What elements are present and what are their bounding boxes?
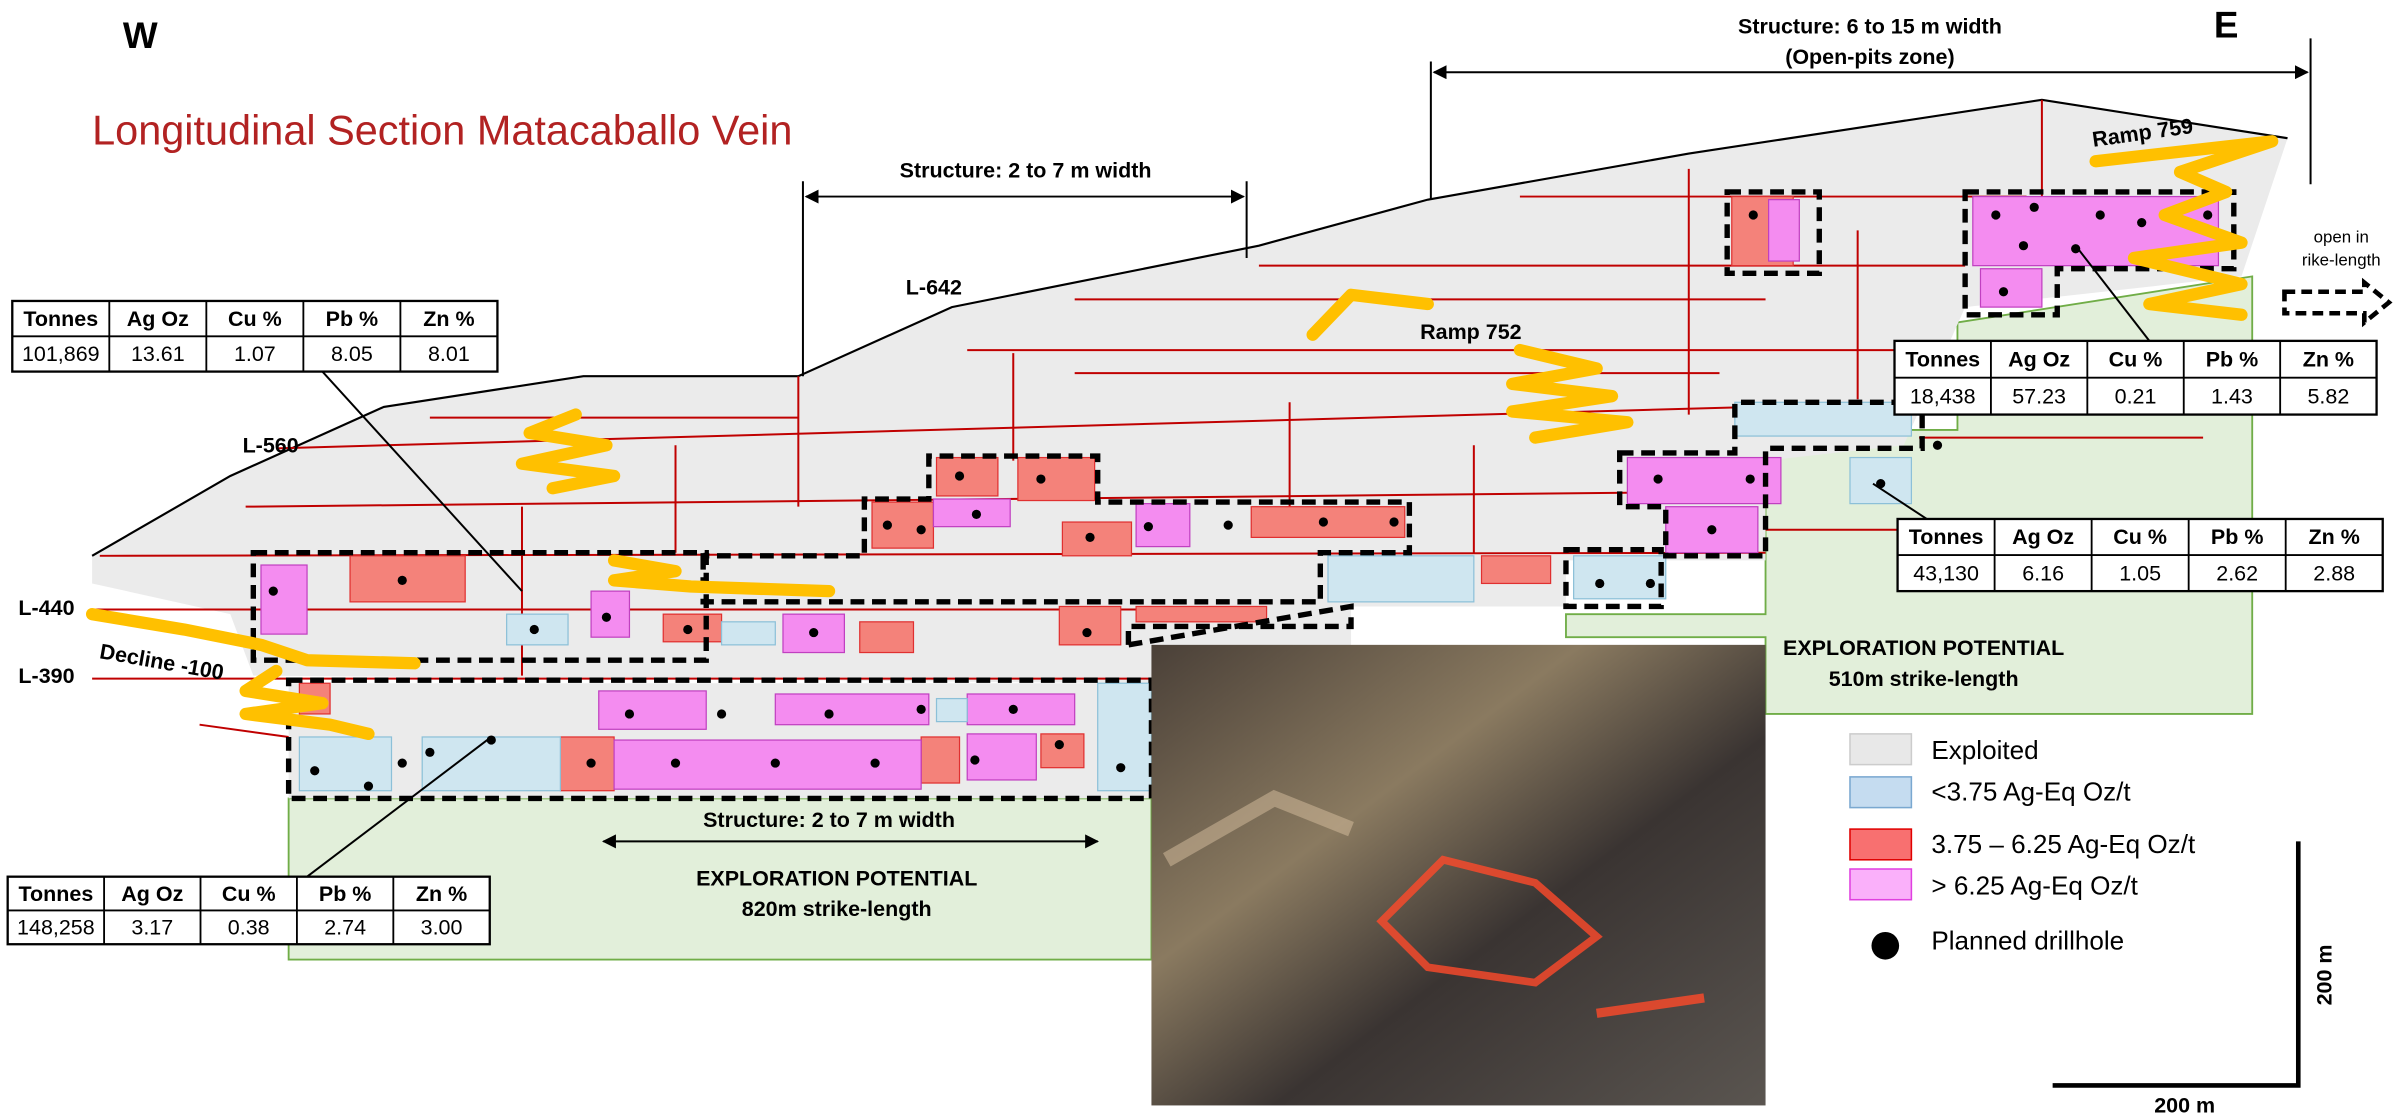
table-header: Ag Oz [127,307,189,331]
exploited-area [92,99,2288,799]
exploration-title: EXPLORATION POTENTIAL [696,866,977,890]
grade-table: Tonnes 43,130 Ag Oz 6.16 Cu % 1.05 Pb % 2.62 Zn … [1896,517,2384,593]
table-header: Pb % [319,882,372,906]
table-cell: 8.05 [331,342,373,366]
exploration-subtitle: 510m strike-length [1829,667,2019,691]
table-cell: 101,869 [22,342,100,366]
table-cell: 1.43 [2211,384,2253,408]
table-cell: 2.88 [2313,561,2355,585]
table-header: Zn % [423,307,474,331]
ramp-label: Ramp 752 [1420,320,1522,344]
grade-table: Tonnes 101,869 Ag Oz 13.61 Cu % 1.07 Pb % 8.05 Z… [11,299,499,373]
grade-table: Tonnes 148,258 Ag Oz 3.17 Cu % 0.38 Pb % 2.74 Zn… [6,875,491,946]
ramps [85,135,2279,741]
table-cell: 0.38 [228,916,270,940]
east-label: E [2214,4,2239,45]
legend-label: Exploited [1931,735,2038,765]
grade-tables: Tonnes 101,869 Ag Oz 13.61 Cu % 1.07 Pb % 8.05 Z… [6,299,2384,946]
table-cell: 0.21 [2115,384,2157,408]
grade-table: Tonnes 18,438 Ag Oz 57.23 Cu % 0.21 Pb % 1.43 Zn… [1893,339,2378,416]
table-cell: 18,438 [1910,384,1976,408]
level-label: L-390 [18,664,74,688]
structure-label: Structure: 6 to 15 m width [1738,14,2002,38]
table-header: Pb % [326,307,379,331]
legend: Exploited <3.75 Ag-Eq Oz/t 3.75 – 6.25 A… [1849,733,2196,960]
table-cell: 3.00 [421,916,463,940]
title: Longitudinal Section Matacaballo Vein [92,107,792,154]
drillholes [268,202,2213,791]
table-header: Tonnes [23,307,98,331]
table-header: Ag Oz [121,882,183,906]
legend-label: <3.75 Ag-Eq Oz/t [1931,777,2131,807]
level-label: L-440 [18,596,74,620]
table-header: Cu % [2113,525,2167,549]
table-header: Pb % [2211,525,2264,549]
table-cell: 148,258 [17,916,95,940]
structure-label: Structure: 2 to 7 m width [900,159,1152,183]
table-header: Ag Oz [2012,525,2074,549]
table-header: Pb % [2206,348,2259,372]
table-header: Cu % [222,882,276,906]
exploration-subtitle: 820m strike-length [742,897,932,921]
table-header: Tonnes [1909,525,1984,549]
level-label: L-560 [243,433,299,457]
topography [91,98,2288,557]
scale-label: 200 m [2313,944,2337,1005]
table-cell: 2.62 [2216,561,2258,585]
table-cell: 1.05 [2119,561,2161,585]
table-header: Ag Oz [2008,348,2070,372]
legend-label: Planned drillhole [1931,926,2124,956]
table-header: Cu % [228,307,282,331]
table-cell: 3.17 [131,916,173,940]
table-cell: 13.61 [131,342,185,366]
table-header: Cu % [2109,348,2163,372]
legend-label: > 6.25 Ag-Eq Oz/t [1931,870,2138,900]
level-label: L-642 [906,275,962,299]
dimension-lines [306,38,2393,878]
west-label: W [123,15,158,56]
structure-label: (Open-pits zone) [1785,45,1954,69]
table-header: Tonnes [1905,348,1980,372]
structure-label: Structure: 2 to 7 m width [703,808,955,832]
scale-bar: 200 m 200 m [2052,841,2337,1117]
exploration-title: EXPLORATION POTENTIAL [1783,636,2064,660]
table-cell: 2.74 [324,916,366,940]
table-header: Zn % [2303,348,2354,372]
table-header: Tonnes [18,882,93,906]
table-cell: 8.01 [428,342,470,366]
table-cell: 5.82 [2307,384,2349,408]
open-note: rike-length [2302,250,2381,269]
table-cell: 6.16 [2022,561,2064,585]
table-cell: 1.07 [234,342,276,366]
target-outlines [250,189,2237,802]
legend-label: 3.75 – 6.25 Ag-Eq Oz/t [1931,829,2196,859]
table-cell: 43,130 [1913,561,1979,585]
table-cell: 57.23 [2012,384,2066,408]
rock-photo [1151,644,1766,1106]
table-header: Zn % [2309,525,2360,549]
scale-label: 200 m [2154,1094,2215,1117]
open-note: open in [2314,227,2369,246]
table-header: Zn % [416,882,467,906]
